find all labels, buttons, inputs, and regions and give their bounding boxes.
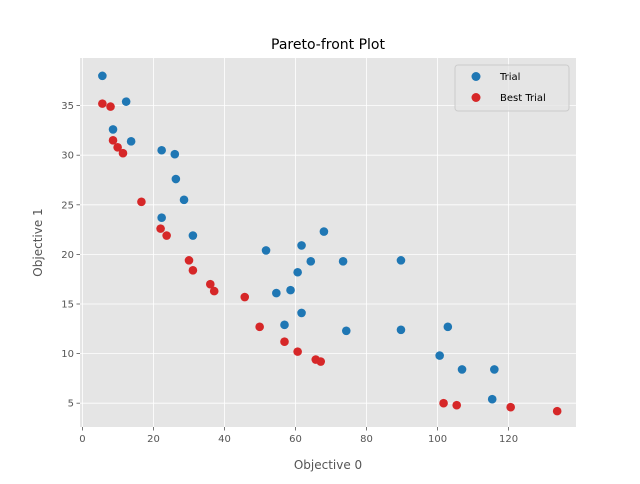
- x-axis-label: Objective 0: [294, 458, 362, 472]
- trial-point-4: [157, 145, 166, 155]
- best-trial-point-11: [209, 286, 219, 296]
- best-trial-point-3: [113, 142, 122, 152]
- x-tick-label-3: 60: [289, 434, 302, 445]
- best-trial-point-7: [162, 231, 171, 240]
- y-tick-label-0: 5: [68, 399, 74, 410]
- x-tick-label-1: 20: [147, 434, 160, 445]
- trial-point-25: [457, 365, 467, 374]
- best-trial-point-20: [506, 402, 515, 412]
- plot-background: [80, 58, 576, 427]
- trial-point-5: [170, 149, 180, 159]
- best-trial-point-12: [240, 292, 250, 302]
- trial-point-18: [272, 288, 281, 298]
- trial-point-22: [396, 325, 406, 335]
- y-tick-label-3: 20: [61, 250, 74, 261]
- best-trial-point-0: [98, 99, 107, 108]
- best-trial-point-5: [137, 197, 146, 207]
- y-tick-label-5: 30: [61, 151, 74, 162]
- best-trial-point-8: [184, 256, 194, 265]
- legend-marker-trial: [471, 72, 481, 81]
- trial-point-12: [319, 227, 329, 236]
- y-tick-label-1: 10: [61, 349, 74, 360]
- best-trial-point-14: [280, 337, 289, 346]
- x-tick-label-5: 100: [428, 434, 447, 445]
- trial-point-21: [341, 326, 351, 336]
- trial-point-20: [280, 320, 289, 330]
- axis-ticks: 0 20 40 60 80 100 120 5 10 15 20 25 30 35: [61, 101, 518, 445]
- trial-point-23: [443, 322, 453, 332]
- trial-point-19: [297, 308, 306, 318]
- trial-point-13: [306, 257, 316, 266]
- trial-point-16: [293, 267, 302, 277]
- x-tick-label-4: 80: [360, 434, 373, 445]
- trial-point-0: [98, 71, 107, 81]
- trial-point-1: [121, 97, 131, 106]
- chart-title: Pareto-front Plot: [271, 37, 385, 53]
- trial-point-6: [171, 174, 181, 184]
- trial-point-7: [179, 195, 189, 205]
- data-points: [98, 71, 562, 416]
- legend-marker-best-trial: [471, 93, 481, 102]
- best-trial-point-19: [452, 400, 462, 410]
- y-tick-label-6: 35: [61, 101, 74, 112]
- trial-point-2: [108, 125, 118, 134]
- x-tick-label-2: 40: [218, 434, 231, 445]
- best-trial-point-9: [188, 265, 198, 275]
- legend-label-best-trial: Best Trial: [500, 93, 546, 104]
- trial-point-14: [338, 257, 348, 266]
- trial-point-8: [157, 213, 166, 223]
- trial-point-3: [126, 137, 136, 146]
- trial-point-15: [396, 256, 406, 265]
- x-tick-label-0: 0: [79, 434, 85, 445]
- best-trial-point-2: [108, 136, 118, 145]
- trial-point-26: [490, 365, 499, 374]
- best-trial-point-10: [206, 279, 215, 289]
- y-axis-label: Objective 1: [31, 208, 45, 276]
- trial-point-24: [435, 351, 444, 360]
- trial-point-27: [487, 394, 497, 404]
- best-trial-point-18: [439, 398, 448, 408]
- y-tick-label-2: 15: [61, 300, 74, 311]
- best-trial-point-4: [118, 148, 128, 158]
- trial-point-17: [286, 285, 295, 295]
- best-trial-point-1: [106, 102, 115, 111]
- trial-point-10: [261, 246, 271, 255]
- trial-point-11: [297, 241, 306, 250]
- best-trial-point-13: [255, 322, 264, 332]
- best-trial-point-17: [316, 357, 326, 366]
- legend-box: [454, 64, 570, 112]
- y-tick-label-4: 25: [61, 200, 74, 211]
- x-tick-label-6: 120: [499, 434, 518, 445]
- legend: Trial Best Trial: [454, 64, 570, 112]
- best-trial-point-21: [552, 406, 562, 416]
- trial-point-9: [188, 231, 198, 240]
- legend-label-trial: Trial: [499, 72, 520, 83]
- best-trial-point-6: [156, 224, 165, 233]
- best-trial-point-15: [293, 347, 302, 356]
